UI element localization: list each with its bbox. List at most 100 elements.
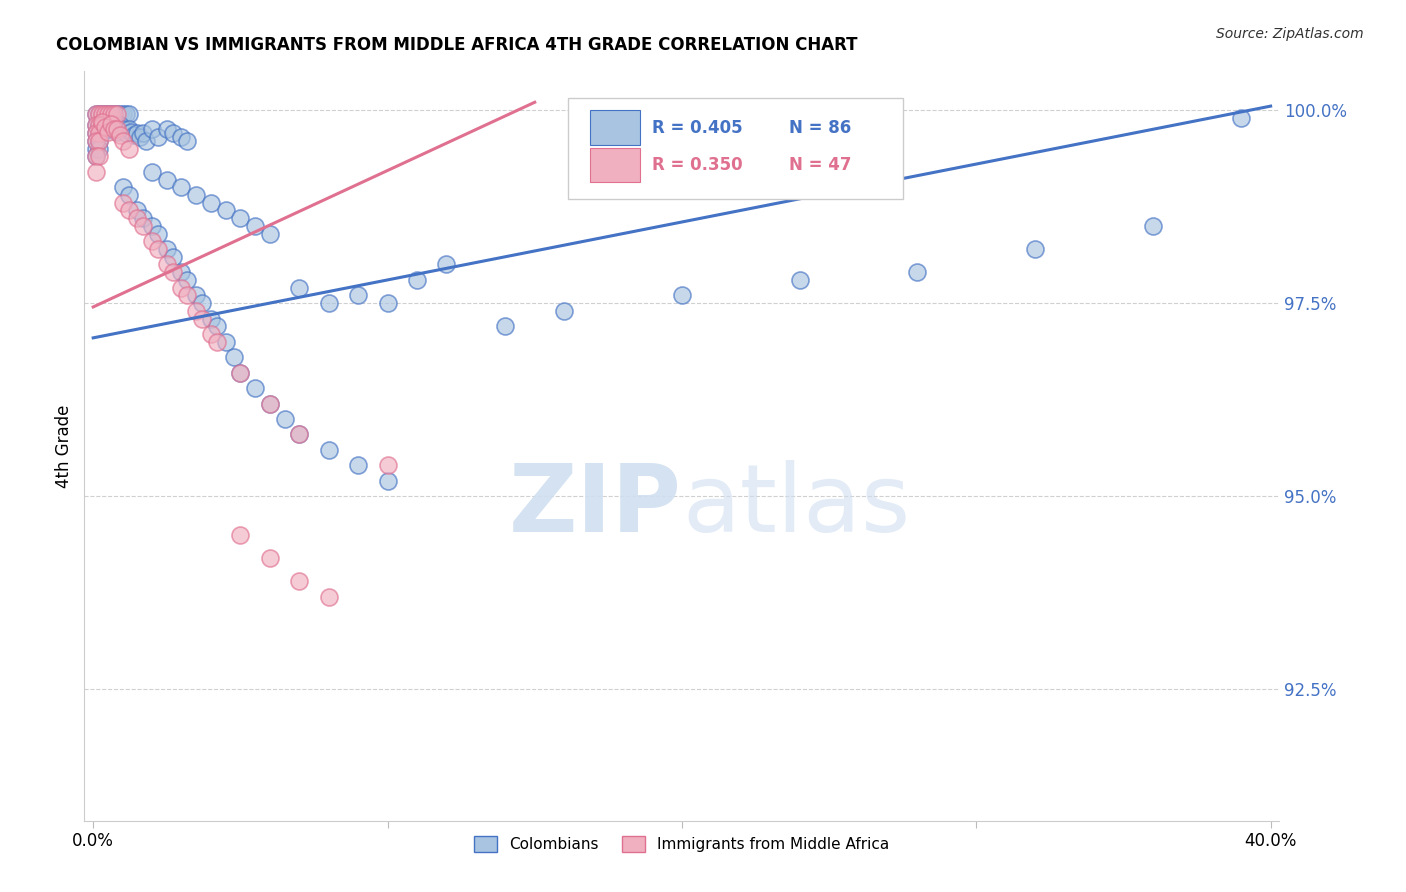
Point — [273, 412, 295, 426]
Point — [377, 474, 399, 488]
Point — [162, 126, 184, 140]
Point — [671, 288, 693, 302]
Point — [176, 134, 198, 148]
Point — [162, 250, 184, 264]
Point — [229, 528, 252, 542]
Point — [111, 195, 134, 210]
Text: N = 47: N = 47 — [790, 156, 852, 174]
Point — [111, 180, 134, 194]
Point — [105, 107, 128, 121]
Point — [94, 120, 117, 134]
Point — [176, 273, 198, 287]
Point — [103, 122, 125, 136]
Point — [141, 219, 163, 233]
Point — [94, 114, 117, 128]
Point — [105, 122, 128, 136]
Point — [87, 107, 110, 121]
Point — [200, 311, 222, 326]
Point — [259, 396, 281, 410]
Point — [191, 296, 214, 310]
Point — [259, 396, 281, 410]
Point — [318, 590, 340, 604]
Point — [100, 114, 122, 128]
Point — [132, 219, 155, 233]
Point — [87, 107, 110, 121]
Point — [141, 235, 163, 249]
Point — [84, 107, 107, 121]
Point — [87, 142, 110, 156]
Point — [91, 119, 114, 133]
Point — [100, 107, 122, 121]
Point — [105, 125, 128, 139]
FancyBboxPatch shape — [568, 97, 903, 199]
Point — [156, 257, 179, 271]
Point — [91, 111, 114, 125]
Point — [91, 126, 114, 140]
Point — [94, 107, 117, 121]
Point — [214, 334, 236, 349]
Point — [288, 427, 311, 442]
Point — [377, 458, 399, 473]
Point — [117, 203, 139, 218]
FancyBboxPatch shape — [591, 148, 640, 182]
Point — [84, 126, 107, 140]
Point — [87, 134, 110, 148]
Point — [288, 574, 311, 589]
Point — [243, 219, 266, 233]
Point — [229, 366, 252, 380]
Point — [103, 107, 125, 121]
Point — [117, 107, 139, 121]
Point — [87, 149, 110, 163]
Point — [141, 165, 163, 179]
Point — [103, 107, 125, 121]
FancyBboxPatch shape — [591, 111, 640, 145]
Point — [176, 288, 198, 302]
Point — [186, 188, 208, 202]
Point — [87, 126, 110, 140]
Point — [191, 311, 214, 326]
Point — [156, 122, 179, 136]
Point — [156, 172, 179, 186]
Point — [288, 280, 311, 294]
Y-axis label: 4th Grade: 4th Grade — [55, 404, 73, 488]
Point — [318, 296, 340, 310]
Point — [124, 128, 146, 142]
Point — [205, 334, 228, 349]
Point — [494, 319, 516, 334]
Point — [129, 130, 152, 145]
Point — [97, 122, 120, 136]
Point — [94, 119, 117, 133]
Point — [553, 303, 575, 318]
Point — [100, 117, 122, 131]
Point — [97, 107, 120, 121]
Point — [97, 125, 120, 139]
Point — [789, 273, 811, 287]
Point — [229, 366, 252, 380]
Point — [205, 319, 228, 334]
Point — [170, 180, 193, 194]
Point — [135, 134, 157, 148]
Point — [87, 126, 110, 140]
Point — [84, 149, 107, 163]
Point — [97, 107, 120, 121]
Text: N = 86: N = 86 — [790, 119, 852, 136]
Point — [108, 119, 131, 133]
Point — [84, 119, 107, 133]
Point — [111, 134, 134, 148]
Point — [84, 149, 107, 163]
Text: COLOMBIAN VS IMMIGRANTS FROM MIDDLE AFRICA 4TH GRADE CORRELATION CHART: COLOMBIAN VS IMMIGRANTS FROM MIDDLE AFRI… — [56, 36, 858, 54]
Text: R = 0.350: R = 0.350 — [652, 156, 742, 174]
Point — [243, 381, 266, 395]
Point — [91, 119, 114, 133]
Point — [84, 134, 107, 148]
Point — [94, 107, 117, 121]
Point — [229, 211, 252, 226]
Point — [84, 107, 107, 121]
Point — [84, 165, 107, 179]
Point — [259, 551, 281, 566]
Point — [87, 134, 110, 148]
Point — [170, 265, 193, 279]
Point — [111, 107, 134, 121]
Point — [141, 122, 163, 136]
Point — [318, 442, 340, 457]
